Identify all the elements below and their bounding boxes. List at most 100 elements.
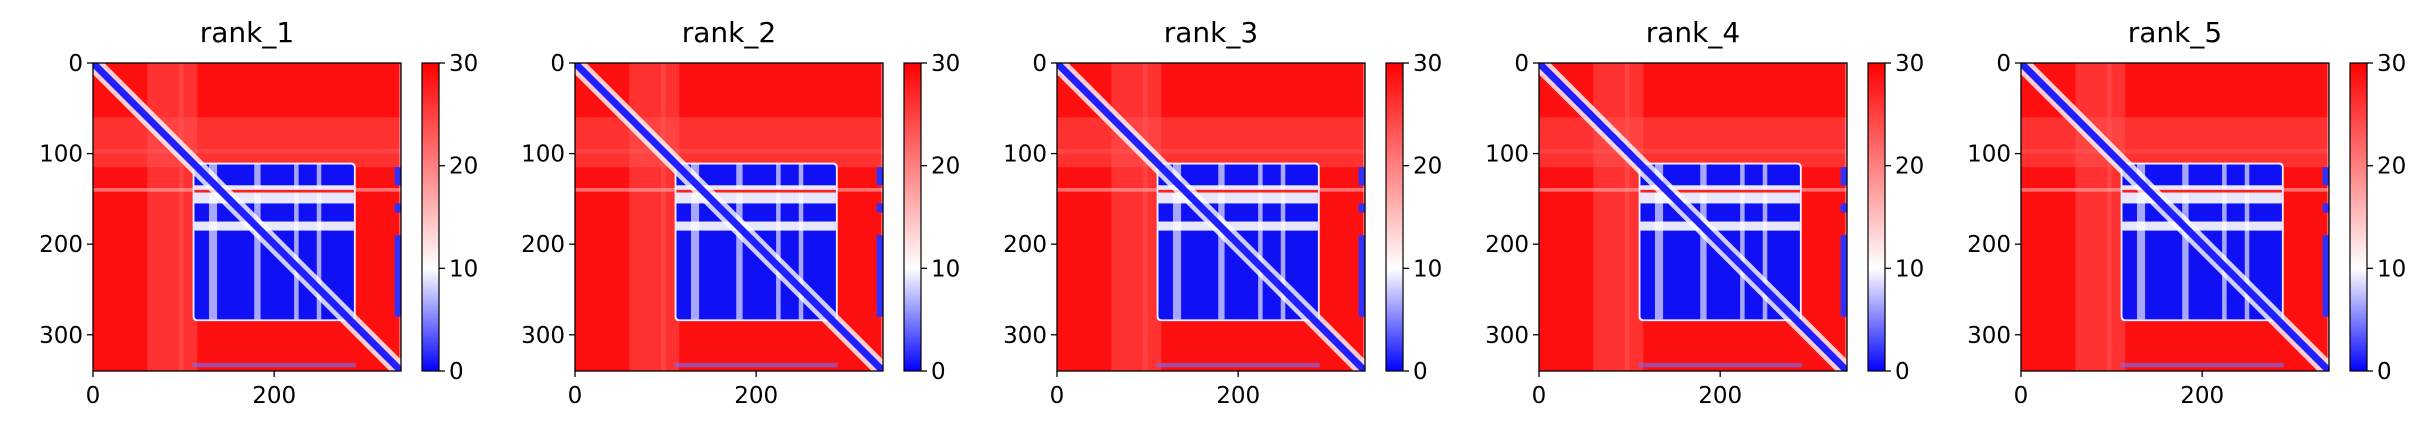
diagonal xyxy=(93,63,401,371)
edge-block xyxy=(876,167,883,186)
axes-frame xyxy=(1538,62,1848,372)
colorbar xyxy=(421,62,440,372)
edge-block xyxy=(1156,362,1320,368)
heatmap-image xyxy=(1539,63,1847,371)
edge-block xyxy=(2322,235,2329,317)
y-tick-label: 100 xyxy=(1967,142,2011,168)
heatmap-band xyxy=(661,63,666,371)
heatmap-band xyxy=(2075,63,2126,371)
edge-block xyxy=(876,203,883,213)
heatmap-panel: rank_2 0 200 0 100 200 300 0 10 20 30 xyxy=(521,16,960,409)
colorbar-tick-label: 10 xyxy=(449,256,478,282)
heatmap-panel: rank_4 0 200 0 100 200 300 0 10 20 30 xyxy=(1485,16,1924,409)
edge-block xyxy=(1638,362,1802,368)
heatmap-band xyxy=(1625,63,1630,371)
axes-frame xyxy=(92,62,402,372)
domain-gap xyxy=(1158,221,1318,231)
heatmap-band xyxy=(629,63,680,371)
domain-stripe xyxy=(316,164,322,320)
edge-block xyxy=(674,362,838,368)
heatmap-band xyxy=(1111,63,1162,371)
x-tick-label: 200 xyxy=(252,383,296,409)
heatmap-panel: rank_1 0 200 0 100 200 300 0 10 20 30 xyxy=(39,16,478,409)
domain-stripe xyxy=(1258,164,1263,320)
colorbar-tick-label: 20 xyxy=(2377,154,2406,180)
heatmap-band xyxy=(2021,117,2329,168)
panel-title: rank_2 xyxy=(682,16,776,49)
y-tick-label: 300 xyxy=(1003,323,1047,349)
colorbar xyxy=(1385,62,1404,372)
colorbar-tick-label: 20 xyxy=(931,154,960,180)
colorbar-tick-label: 20 xyxy=(449,154,478,180)
colorbar-tick-label: 10 xyxy=(1895,256,1924,282)
colorbar-tick-label: 30 xyxy=(931,51,960,77)
heatmap-band xyxy=(1845,63,1847,371)
heatmap-band xyxy=(399,63,401,371)
y-tick-label: 100 xyxy=(521,142,565,168)
colorbar-tick-label: 20 xyxy=(1413,154,1442,180)
domain-gap-red xyxy=(1158,189,1318,193)
domain-stripe xyxy=(254,164,261,320)
domain-stripe xyxy=(1762,164,1768,320)
domain-gap-red xyxy=(2122,189,2282,193)
colorbar-tick-label: 30 xyxy=(449,51,478,77)
diagonal xyxy=(575,63,883,371)
heatmap-panel: rank_3 0 200 0 100 200 300 0 10 20 30 xyxy=(1003,16,1442,409)
heatmap-band xyxy=(1057,149,1365,154)
heatmap-band xyxy=(2107,63,2112,371)
diagonal xyxy=(1539,63,1847,371)
y-tick-label: 100 xyxy=(1485,142,1529,168)
domain-gap xyxy=(194,221,354,231)
colorbar-tick-label: 30 xyxy=(2377,51,2406,77)
edge-block xyxy=(394,235,401,317)
heatmap-panel: rank_5 0 200 0 100 200 300 0 10 20 30 xyxy=(1967,16,2406,409)
colorbar-tick-label: 0 xyxy=(449,359,464,385)
edge-block xyxy=(876,235,883,317)
heatmap-band xyxy=(1363,63,1365,371)
domain-gap xyxy=(676,221,836,231)
domain-stripe xyxy=(798,164,804,320)
heatmap-band xyxy=(1539,117,1847,168)
heatmap-image xyxy=(2021,63,2329,371)
domain-stripe xyxy=(690,164,700,320)
colorbar-tick-label: 10 xyxy=(1413,256,1442,282)
heatmap-band xyxy=(93,149,401,154)
y-tick-label: 200 xyxy=(1485,232,1529,258)
heatmap-band xyxy=(575,149,883,154)
panel-title: rank_1 xyxy=(200,16,294,49)
edge-block xyxy=(1840,203,1847,213)
domain-stripe xyxy=(1218,164,1225,320)
axes-frame xyxy=(1056,62,1366,372)
y-tick-label: 0 xyxy=(550,51,565,77)
domain-stripe xyxy=(776,164,781,320)
edge-block xyxy=(1840,235,1847,317)
heatmap-band xyxy=(147,63,198,371)
x-tick-label: 0 xyxy=(1050,383,1065,409)
heatmap-band xyxy=(575,117,883,168)
diagonal xyxy=(2021,63,2329,371)
heatmap-image xyxy=(575,63,883,371)
y-tick-label: 0 xyxy=(1996,51,2011,77)
colorbar-tick-label: 30 xyxy=(1413,51,1442,77)
domain-stripe xyxy=(2136,164,2146,320)
colorbar-tick-label: 0 xyxy=(2377,359,2392,385)
panel-title: rank_4 xyxy=(1646,16,1740,49)
edge-block xyxy=(394,167,401,186)
axes-frame xyxy=(2020,62,2330,372)
colorbar-tick-label: 10 xyxy=(2377,256,2406,282)
x-tick-label: 0 xyxy=(86,383,101,409)
heatmap-band xyxy=(1143,63,1148,371)
heatmap-band xyxy=(93,117,401,168)
edge-block xyxy=(1358,167,1365,186)
domain-gap-red xyxy=(194,189,354,193)
y-tick-label: 0 xyxy=(1032,51,1047,77)
heatmap-band xyxy=(1057,117,1365,168)
colorbar-tick-label: 10 xyxy=(931,256,960,282)
x-tick-label: 200 xyxy=(2180,383,2224,409)
domain-stripe xyxy=(294,164,299,320)
heatmap-band xyxy=(1593,63,1644,371)
x-tick-label: 0 xyxy=(568,383,583,409)
y-tick-label: 300 xyxy=(1967,323,2011,349)
domain-stripe xyxy=(208,164,218,320)
